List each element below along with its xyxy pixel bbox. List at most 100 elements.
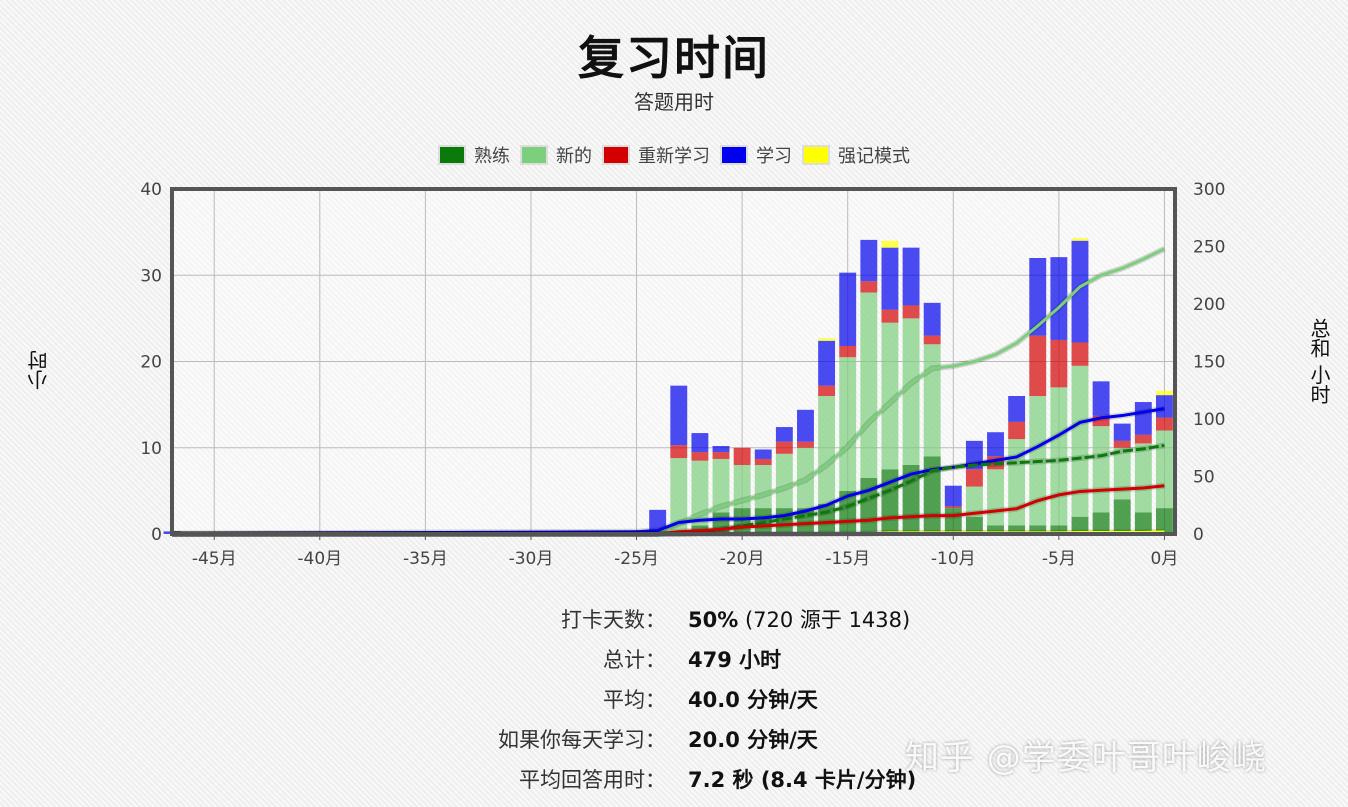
- bar-segment: [712, 458, 730, 513]
- bar-segment: [818, 338, 836, 341]
- bar-segment: [1071, 342, 1089, 366]
- stat-row-total: 总计： 479 小时: [0, 640, 1348, 680]
- bar-segment: [1134, 402, 1152, 435]
- bar-segment: [1071, 516, 1089, 534]
- bar-segment: [1071, 238, 1089, 241]
- review-time-chart: 0 10 20 30 40 0 50 100 150 200 250 300 -45月 -40月 -35月 -…: [140, 180, 1225, 569]
- bar-segment: [1050, 257, 1068, 340]
- bar-segment: [1113, 499, 1131, 534]
- bar-segment: [881, 309, 899, 323]
- x-tick-label: 0月: [1151, 549, 1179, 569]
- y-left-tick-label: 10: [140, 439, 162, 459]
- bar-segment: [797, 441, 814, 448]
- bar-segment: [1029, 525, 1047, 534]
- bar-segment: [712, 446, 730, 453]
- stat-value-days: 50% (720 源于 1438): [688, 608, 911, 632]
- bar-segment: [1092, 381, 1110, 416]
- x-tick-label: -30月: [509, 549, 554, 569]
- bar-segment: [1050, 339, 1068, 388]
- bar-segment: [754, 458, 772, 465]
- y-right-tick-label: 50: [1193, 468, 1215, 488]
- chart-lines: [171, 246, 1166, 537]
- bar-segment: [902, 305, 920, 319]
- bar-segment: [1134, 434, 1152, 444]
- stat-value-total: 479 小时: [688, 648, 782, 672]
- legend-swatch-learn: [720, 145, 748, 165]
- bar-segment: [944, 485, 962, 507]
- cumulative-line: [172, 443, 1165, 536]
- bar-segment: [670, 385, 688, 446]
- y-right-tick-label: 100: [1193, 410, 1225, 430]
- y-left-tick-label: 20: [140, 353, 162, 373]
- y-right-tick-label: 250: [1193, 238, 1225, 258]
- chart-bars: [163, 238, 1173, 534]
- chart-subtitle: 答题用时: [634, 90, 714, 114]
- bar-segment: [1071, 365, 1089, 517]
- x-tick-label: -20月: [720, 549, 765, 569]
- bar-segment: [1029, 258, 1047, 336]
- legend-item-cram[interactable]: 强记模式: [802, 142, 910, 168]
- bar-segment: [797, 447, 814, 509]
- bar-segment: [754, 465, 772, 509]
- stat-value-answer-time: 7.2 秒 (8.4 卡片/分钟): [688, 768, 917, 792]
- bar-segment: [1155, 395, 1173, 418]
- bar-segment: [775, 427, 793, 442]
- bar-segment: [1113, 423, 1131, 441]
- bar-segment: [691, 460, 709, 526]
- bar-segment: [775, 441, 793, 454]
- bar-segment: [818, 396, 836, 504]
- y-right-tick-label: 300: [1193, 180, 1225, 200]
- plot-frame: [170, 187, 1177, 536]
- x-tick-label: -45月: [192, 549, 237, 569]
- y-left-tick-label: 40: [140, 180, 162, 200]
- bar-segment: [1071, 240, 1089, 343]
- bar-segment: [902, 318, 920, 465]
- stat-value-average: 40.0 分钟/天: [688, 688, 818, 712]
- cumulative-line: [171, 407, 1165, 536]
- bar-segment: [1050, 387, 1068, 526]
- stats-panel: 打卡天数： 50% (720 源于 1438) 总计： 479 小时 平均： 4…: [0, 600, 1348, 800]
- y-left-tick-label: 30: [140, 266, 162, 286]
- bar-segment: [965, 516, 983, 534]
- bar-segment: [1050, 525, 1068, 534]
- bar-segment: [1155, 508, 1173, 534]
- legend-swatch-mature: [438, 145, 466, 165]
- bar-segment: [1113, 447, 1131, 500]
- stat-row-daily-study: 如果你每天学习： 20.0 分钟/天: [0, 720, 1348, 760]
- bar-segment: [1134, 512, 1152, 534]
- bar-segment: [1008, 396, 1026, 422]
- bar-segment: [987, 469, 1004, 526]
- legend-item-mature[interactable]: 熟练: [438, 142, 510, 168]
- legend-label-learn: 学习: [756, 146, 792, 167]
- x-tick-label: -40月: [297, 549, 342, 569]
- chart-grid: [172, 188, 1175, 535]
- stat-value-daily-study: 20.0 分钟/天: [688, 728, 818, 752]
- stat-label-daily-study: 如果你每天学习：: [498, 728, 666, 752]
- chart-legend: 熟练 新的 重新学习 学习 强记模式: [0, 142, 1348, 168]
- bar-segment: [818, 340, 836, 386]
- legend-item-relearn[interactable]: 重新学习: [602, 142, 710, 168]
- bar-segment: [881, 247, 899, 310]
- bar-segment: [839, 272, 857, 346]
- stat-label-average: 平均：: [603, 688, 666, 712]
- bar-segment: [860, 292, 878, 478]
- bar-segment: [923, 335, 941, 345]
- legend-label-relearn: 重新学习: [638, 146, 710, 167]
- bar-segment: [1155, 390, 1173, 396]
- bar-segment: [1113, 440, 1131, 448]
- stat-label-total: 总计：: [603, 648, 666, 672]
- bar-segment: [1092, 512, 1110, 534]
- stat-row-days: 打卡天数： 50% (720 源于 1438): [0, 600, 1348, 640]
- chart-title: 复习时间: [578, 31, 770, 85]
- stat-row-average: 平均： 40.0 分钟/天: [0, 680, 1348, 720]
- bar-segment: [733, 447, 751, 465]
- y-right-tick-label: 150: [1193, 353, 1225, 373]
- bar-segment: [691, 433, 709, 453]
- bar-segment: [818, 385, 836, 396]
- bar-segment: [902, 247, 920, 306]
- x-tick-label: -10月: [931, 549, 976, 569]
- legend-item-new[interactable]: 新的: [520, 142, 592, 168]
- legend-item-learn[interactable]: 学习: [720, 142, 792, 168]
- bar-segment: [923, 302, 941, 336]
- bar-segment: [923, 344, 941, 457]
